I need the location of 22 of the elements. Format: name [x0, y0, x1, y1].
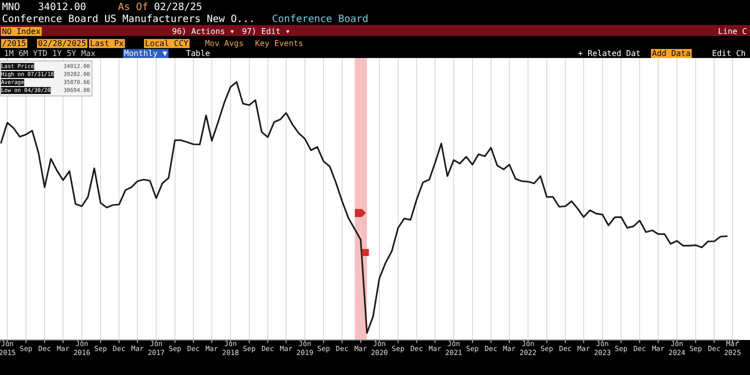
text: Table: [186, 49, 210, 58]
text: Conference Board: [272, 14, 368, 25]
text: 1M 6M YTD 1Y 5Y Max: [4, 49, 96, 58]
text: 97) Edit ▾: [242, 27, 290, 36]
text: 34012.00: [38, 2, 86, 13]
text: + Related Dat: [578, 49, 641, 58]
text: Last Px: [90, 39, 124, 48]
text: MNO: [2, 2, 20, 13]
text: NO Index: [2, 27, 41, 36]
text: Line C: [718, 27, 748, 36]
text: 02/28/2025: [38, 39, 86, 48]
text: Mov Avgs: [205, 39, 244, 48]
chart-title: Conference Board US Manufacturers New O...: [2, 14, 255, 25]
text: Monthly ▼: [124, 49, 168, 58]
text: Edit Ch: [712, 49, 746, 58]
text: 02/28/25: [154, 2, 202, 13]
text: Local CCY: [145, 39, 189, 48]
text: 96) Actions ▾: [172, 27, 235, 36]
text: As Of: [118, 2, 148, 13]
text: Add Data: [652, 49, 691, 58]
text: /2015: [2, 39, 26, 48]
text: Key Events: [255, 39, 304, 48]
